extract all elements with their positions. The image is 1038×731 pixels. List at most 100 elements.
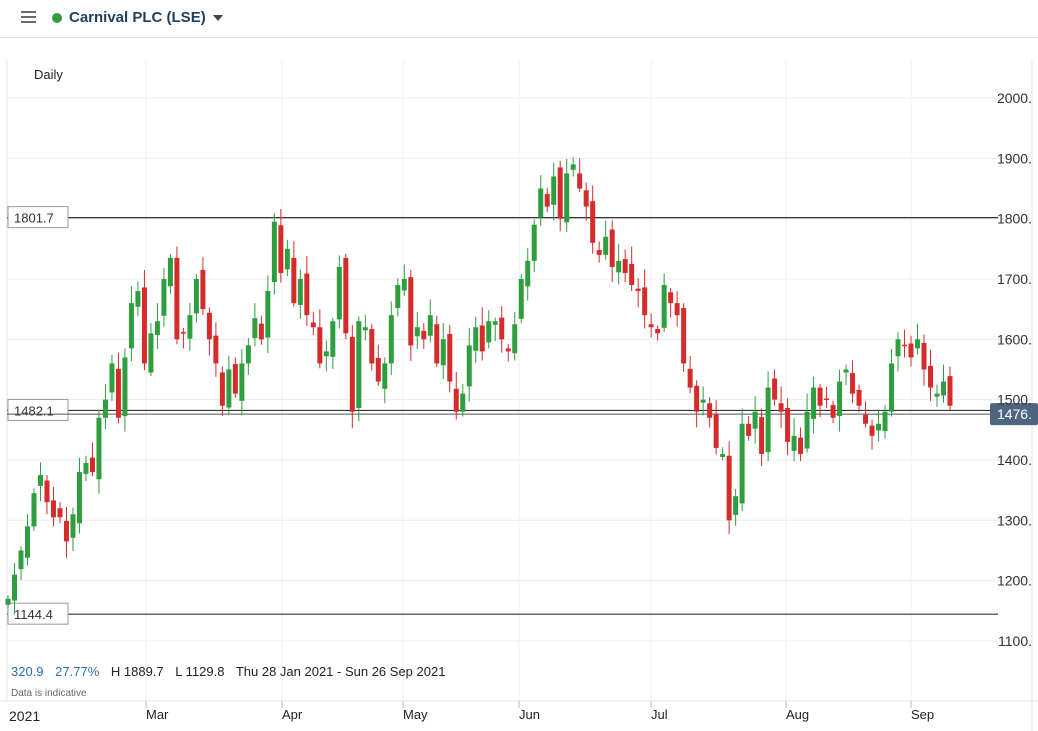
current-price-label: 1476. bbox=[997, 406, 1032, 422]
candle-body bbox=[759, 417, 765, 454]
candle-body bbox=[830, 405, 836, 418]
candle-body bbox=[596, 250, 602, 255]
candle-body bbox=[876, 423, 882, 431]
candle-body bbox=[154, 321, 160, 336]
candle-body bbox=[856, 389, 862, 406]
candle-body bbox=[252, 318, 258, 339]
candle-body bbox=[837, 381, 843, 416]
candle-body bbox=[375, 358, 381, 382]
x-tick-label: Jul bbox=[651, 707, 668, 722]
candle-body bbox=[655, 329, 661, 334]
candle-body bbox=[694, 385, 700, 412]
candle-body bbox=[661, 285, 667, 328]
candle-body bbox=[908, 343, 914, 358]
candle-body bbox=[583, 190, 589, 207]
chevron-down-icon[interactable] bbox=[213, 15, 223, 21]
candle-body bbox=[466, 345, 472, 387]
reference-label-box bbox=[7, 602, 69, 625]
candle-body bbox=[453, 388, 459, 412]
candle-body bbox=[304, 273, 310, 316]
y-tick-label: 1600. bbox=[997, 331, 1032, 347]
candle-body bbox=[284, 248, 290, 270]
y-tick-label: 1800. bbox=[997, 211, 1032, 227]
candle-body bbox=[479, 325, 485, 352]
candle-body bbox=[648, 324, 654, 328]
candle-body bbox=[200, 269, 206, 310]
candle-body bbox=[772, 378, 778, 400]
candle-body bbox=[531, 224, 537, 261]
candle-body bbox=[447, 333, 453, 382]
x-tick-label: Aug bbox=[786, 707, 809, 722]
candle-body bbox=[174, 257, 180, 340]
candle-body bbox=[265, 291, 271, 338]
candle-body bbox=[239, 363, 245, 401]
candle-body bbox=[362, 327, 368, 331]
candle-body bbox=[798, 437, 804, 454]
candle-body bbox=[206, 312, 212, 340]
candle-body bbox=[863, 414, 869, 424]
candle-body bbox=[505, 348, 511, 352]
change-value: 320.9 bbox=[11, 664, 44, 679]
candle-body bbox=[343, 257, 349, 334]
hamburger-menu-icon[interactable] bbox=[21, 11, 36, 23]
candle-body bbox=[219, 372, 225, 406]
candle-body bbox=[804, 411, 810, 449]
candle-body bbox=[921, 342, 927, 370]
instrument-title[interactable]: Carnival PLC (LSE) bbox=[69, 9, 206, 26]
candle-body bbox=[499, 317, 505, 340]
candle-body bbox=[512, 324, 518, 354]
candle-body bbox=[720, 453, 726, 457]
candle-body bbox=[115, 368, 121, 418]
candle-body bbox=[258, 323, 264, 340]
candle-body bbox=[434, 324, 440, 364]
candle-body bbox=[817, 387, 823, 406]
date-range: Thu 28 Jan 2021 - Sun 26 Sep 2021 bbox=[235, 664, 446, 679]
candle-body bbox=[934, 393, 940, 397]
candle-body bbox=[882, 411, 888, 432]
candle-body bbox=[752, 411, 758, 429]
candle-body bbox=[700, 399, 706, 403]
candle-body bbox=[226, 369, 232, 408]
candle-body bbox=[382, 363, 388, 389]
candle-body bbox=[785, 408, 791, 442]
candle-body bbox=[778, 403, 784, 412]
candle-body bbox=[317, 327, 323, 364]
candle-body bbox=[707, 403, 713, 418]
candle-body bbox=[713, 414, 719, 448]
candle-body bbox=[928, 365, 934, 388]
candle-body bbox=[674, 303, 680, 316]
candle-body bbox=[83, 462, 89, 474]
candle-body bbox=[616, 260, 622, 273]
candle-body bbox=[89, 457, 95, 473]
candle-body bbox=[733, 496, 739, 515]
candle-body bbox=[739, 423, 745, 504]
candle-body bbox=[473, 327, 479, 351]
candle-body bbox=[941, 381, 947, 396]
candle-body bbox=[791, 435, 797, 451]
candle-body bbox=[135, 291, 141, 307]
candle-body bbox=[609, 229, 615, 267]
candle-body bbox=[187, 315, 193, 339]
candle-body bbox=[629, 263, 635, 286]
year-label: 2021 bbox=[9, 708, 41, 724]
candle-body bbox=[902, 344, 908, 347]
candle-body bbox=[577, 173, 583, 189]
candle-body bbox=[440, 339, 446, 366]
candle-body bbox=[349, 336, 355, 412]
candle-body bbox=[421, 330, 427, 340]
candle-body bbox=[271, 221, 277, 283]
candle-body bbox=[395, 285, 401, 308]
candle-body bbox=[843, 369, 849, 373]
candle-body bbox=[414, 327, 420, 337]
candle-body bbox=[492, 321, 498, 325]
candle-body bbox=[18, 550, 24, 570]
x-tick-label: Apr bbox=[282, 707, 303, 722]
indicative-note: Data is indicative bbox=[11, 688, 87, 699]
candle-body bbox=[96, 417, 102, 480]
candle-body bbox=[232, 364, 238, 394]
candle-body bbox=[76, 472, 82, 524]
candle-body bbox=[408, 277, 414, 346]
candle-body bbox=[824, 398, 830, 400]
price-chart[interactable]: 1801.7 1482.1 1144.4 1476. 1100. 1200. 1300. 1… bbox=[0, 38, 1038, 731]
candle-body bbox=[330, 321, 336, 357]
